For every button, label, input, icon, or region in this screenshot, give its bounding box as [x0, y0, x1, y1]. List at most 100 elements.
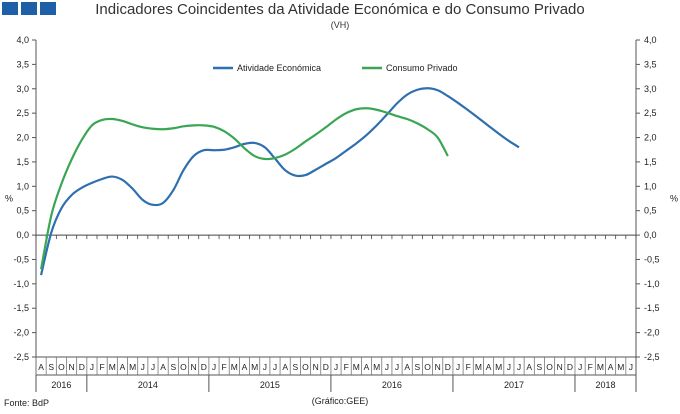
x-month-label: A	[160, 362, 166, 372]
x-year-label: 2015	[260, 380, 280, 390]
x-month-label: M	[597, 362, 604, 372]
x-month-label: M	[109, 362, 116, 372]
y-tick-label-left: 1,5	[16, 157, 29, 167]
series-line-consumo-privado	[39, 107, 449, 270]
x-month-label: A	[242, 362, 248, 372]
y-tick-label-right: 0,0	[644, 230, 657, 240]
legend-label: Atividade Económica	[237, 63, 321, 73]
chart-title: Indicadores Coincidentes da Atividade Ec…	[95, 1, 585, 18]
y-tick-label-right: 3,0	[644, 84, 657, 94]
x-month-label: J	[141, 362, 145, 372]
chart-subtitle: (VH)	[330, 20, 350, 30]
x-month-label: J	[385, 362, 389, 372]
x-month-label: A	[608, 362, 614, 372]
x-month-label: J	[507, 362, 511, 372]
x-month-label: A	[486, 362, 492, 372]
x-month-label: J	[151, 362, 155, 372]
x-year-label: 2016	[51, 380, 71, 390]
x-month-label: J	[90, 362, 94, 372]
x-month-label: M	[495, 362, 502, 372]
x-month-label: M	[251, 362, 258, 372]
x-month-label: N	[435, 362, 441, 372]
chart-credit: (Gráfico:GEE)	[311, 396, 369, 406]
x-month-label: N	[313, 362, 319, 372]
y-tick-label-left: 1,0	[16, 181, 29, 191]
x-month-label: A	[526, 362, 532, 372]
x-month-label: F	[588, 362, 593, 372]
x-month-label: D	[79, 362, 85, 372]
x-month-label: J	[263, 362, 267, 372]
legend-label: Consumo Privado	[386, 63, 458, 73]
source-note: Fonte: BdP	[4, 398, 50, 408]
x-month-label: J	[578, 362, 582, 372]
x-month-label: S	[415, 362, 421, 372]
x-year-label: 2018	[595, 380, 615, 390]
x-month-label: A	[364, 362, 370, 372]
x-month-label: F	[222, 362, 227, 372]
x-month-label: M	[231, 362, 238, 372]
x-month-label: D	[201, 362, 207, 372]
x-month-label: M	[373, 362, 380, 372]
y-tick-label-right: 2,5	[644, 108, 657, 118]
y-tick-label-right: -2,0	[644, 328, 660, 338]
x-month-label: O	[424, 362, 431, 372]
x-month-label: O	[180, 362, 187, 372]
x-month-label: D	[323, 362, 329, 372]
x-month-label: S	[292, 362, 298, 372]
y-tick-label-right: 2,0	[644, 133, 657, 143]
x-month-label: D	[567, 362, 573, 372]
x-month-label: D	[445, 362, 451, 372]
y-tick-label-right: 1,0	[644, 181, 657, 191]
x-month-label: F	[466, 362, 471, 372]
y-tick-label-left: 4,0	[16, 35, 29, 45]
x-month-label: N	[191, 362, 197, 372]
y-tick-label-left: -1,0	[13, 279, 29, 289]
x-month-label: F	[344, 362, 349, 372]
y-tick-label-left: -2,5	[13, 352, 29, 362]
y-tick-label-left: 2,0	[16, 133, 29, 143]
y-tick-label-right: 3,5	[644, 59, 657, 69]
x-year-label: 2016	[382, 380, 402, 390]
x-year-label: 2014	[138, 380, 158, 390]
y-axis-label-right: %	[670, 194, 678, 204]
x-month-label: M	[617, 362, 624, 372]
x-month-label: N	[69, 362, 75, 372]
x-month-label: J	[395, 362, 399, 372]
x-month-label: A	[404, 362, 410, 372]
x-month-label: M	[129, 362, 136, 372]
x-year-label: 2017	[504, 380, 524, 390]
y-tick-label-left: 3,0	[16, 84, 29, 94]
x-month-label: J	[273, 362, 277, 372]
x-month-label: M	[353, 362, 360, 372]
y-tick-label-right: -0,5	[644, 254, 660, 264]
y-tick-label-right: -2,5	[644, 352, 660, 362]
y-tick-label-right: 0,5	[644, 206, 657, 216]
y-tick-label-left: 2,5	[16, 108, 29, 118]
y-tick-label-left: 0,0	[16, 230, 29, 240]
x-month-label: J	[334, 362, 338, 372]
x-month-label: J	[212, 362, 216, 372]
y-axis-label-left: %	[5, 194, 13, 204]
y-tick-label-left: -1,5	[13, 303, 29, 313]
x-month-label: A	[120, 362, 126, 372]
gee-logo	[2, 2, 56, 15]
x-month-label: S	[170, 362, 176, 372]
y-tick-label-left: -0,5	[13, 254, 29, 264]
logo-square-icon	[2, 2, 18, 15]
y-tick-label-right: -1,0	[644, 279, 660, 289]
x-month-label: O	[58, 362, 65, 372]
y-tick-label-right: -1,5	[644, 303, 660, 313]
logo-square-icon	[40, 2, 56, 15]
x-month-label: S	[537, 362, 543, 372]
x-month-label: O	[546, 362, 553, 372]
y-tick-label-left: 0,5	[16, 206, 29, 216]
x-month-label: A	[282, 362, 288, 372]
x-month-label: J	[629, 362, 633, 372]
x-month-label: F	[100, 362, 105, 372]
x-month-label: O	[302, 362, 309, 372]
y-tick-label-left: 3,5	[16, 59, 29, 69]
y-tick-label-left: -2,0	[13, 328, 29, 338]
x-month-label: S	[48, 362, 54, 372]
logo-square-icon	[21, 2, 37, 15]
